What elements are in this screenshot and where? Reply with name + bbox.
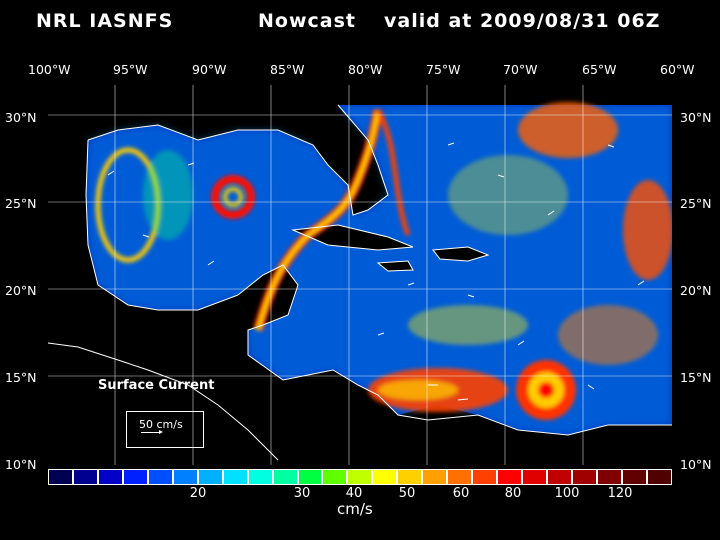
lat-label-left: 10°N [5, 457, 37, 472]
colorbar-swatch [372, 469, 398, 485]
colorbar-swatch [147, 469, 173, 485]
lat-label-left: 15°N [5, 370, 37, 385]
colorbar-units: cm/s [337, 500, 373, 518]
colorbar-tick: 80 [504, 486, 522, 501]
lat-label-left: 20°N [5, 283, 37, 298]
colorbar-swatch [247, 469, 273, 485]
lon-label: 80°W [348, 62, 383, 77]
colorbar-swatch [97, 469, 123, 485]
current-map: Surface Current 50 cm/s [48, 85, 672, 465]
colorbar-swatch [272, 469, 298, 485]
colorbar-swatch [447, 469, 473, 485]
lon-label: 90°W [192, 62, 227, 77]
colorbar-swatch [397, 469, 423, 485]
colorbar-swatch [72, 469, 98, 485]
colorbar-tick: 100 [554, 486, 580, 501]
vector-scale-arrow-icon [141, 430, 163, 434]
colorbar-swatch [322, 469, 348, 485]
colorbar-tick: 120 [607, 486, 633, 501]
colorbar-swatch [472, 469, 498, 485]
field-label: Surface Current [98, 378, 215, 393]
vector-scale-box: 50 cm/s [126, 411, 204, 448]
land-areas [48, 85, 672, 465]
lon-label: 85°W [270, 62, 305, 77]
lat-label-left: 25°N [5, 196, 37, 211]
colorbar-tick: 20 [189, 486, 207, 501]
lon-label: 100°W [28, 62, 71, 77]
lon-label: 95°W [113, 62, 148, 77]
colorbar-swatch [572, 469, 597, 485]
colorbar-swatch [596, 469, 622, 485]
current-features [95, 102, 672, 420]
graticule [48, 85, 672, 465]
lon-label: 70°W [503, 62, 538, 77]
colorbar-swatch [48, 469, 73, 485]
valid-time: valid at 2009/08/31 06Z [384, 10, 661, 32]
lat-label-right: 25°N [680, 196, 712, 211]
colorbar [48, 469, 672, 485]
colorbar-swatch [172, 469, 198, 485]
lon-label: 65°W [582, 62, 617, 77]
colorbar-tick: 50 [398, 486, 416, 501]
product-title: Nowcast [258, 10, 356, 32]
colorbar-swatch [547, 469, 573, 485]
lat-label-right: 20°N [680, 283, 712, 298]
lat-label-left: 30°N [5, 110, 37, 125]
current-field-svg [48, 85, 672, 465]
model-title: NRL IASNFS [36, 10, 174, 32]
lat-label-right: 10°N [680, 457, 712, 472]
colorbar-swatch [646, 469, 672, 485]
colorbar-swatch [522, 469, 548, 485]
lon-label: 60°W [660, 62, 695, 77]
lat-label-right: 30°N [680, 110, 712, 125]
vector-scale-label: 50 cm/s [139, 418, 183, 431]
colorbar-swatch [422, 469, 448, 485]
colorbar-tick: 60 [452, 486, 470, 501]
lat-label-right: 15°N [680, 370, 712, 385]
colorbar-tick: 30 [293, 486, 311, 501]
colorbar-swatch [297, 469, 323, 485]
colorbar-tick: 40 [345, 486, 363, 501]
current-vectors [107, 142, 645, 401]
lon-label: 75°W [426, 62, 461, 77]
coastlines [48, 104, 672, 461]
colorbar-swatch [122, 469, 148, 485]
colorbar-swatch [197, 469, 223, 485]
colorbar-swatch [222, 469, 248, 485]
colorbar-swatch [497, 469, 523, 485]
colorbar-swatch [621, 469, 647, 485]
colorbar-swatch [347, 469, 373, 485]
